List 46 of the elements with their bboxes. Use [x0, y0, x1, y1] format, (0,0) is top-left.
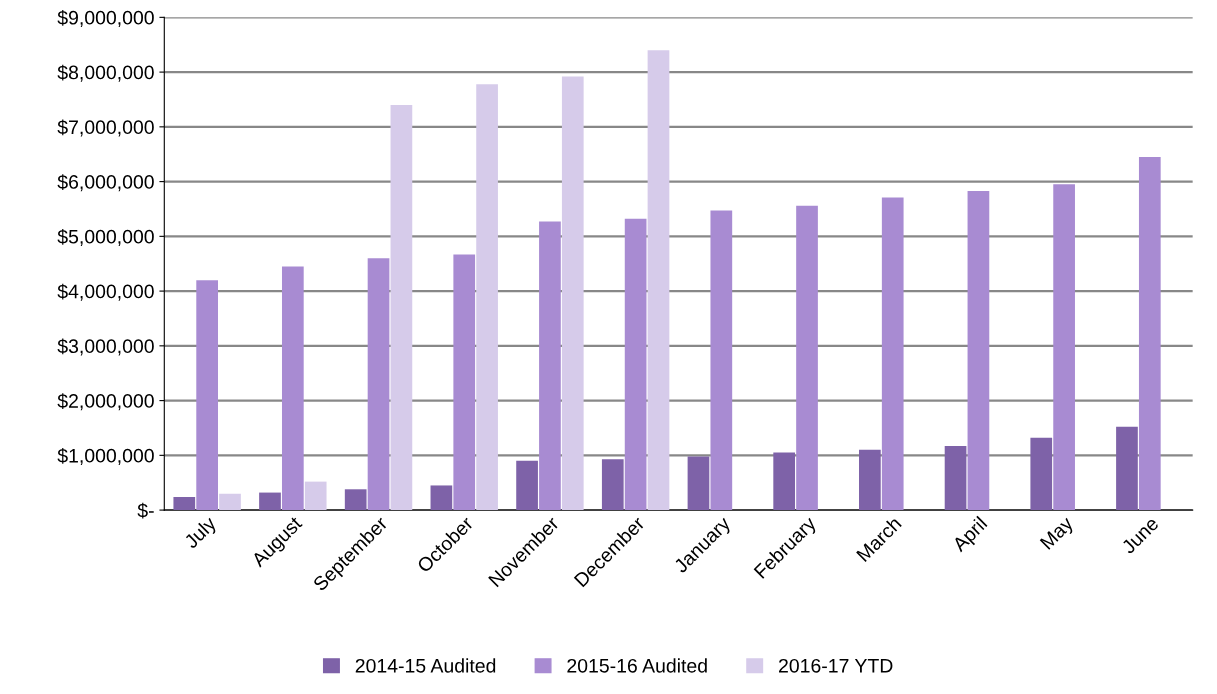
legend-label: 2016-17 YTD — [779, 658, 893, 673]
bar — [773, 452, 796, 511]
bar — [453, 254, 476, 511]
bar — [430, 485, 453, 511]
bar — [859, 449, 881, 511]
bar — [944, 446, 967, 511]
bar — [390, 104, 413, 511]
y-tick-label: $- — [137, 502, 154, 519]
y-tick-label: $6,000,000 — [57, 174, 154, 192]
bar — [624, 218, 647, 511]
bar — [687, 456, 710, 511]
bar — [796, 205, 818, 511]
y-tick-label: $8,000,000 — [57, 64, 154, 82]
y-tick-label: $3,000,000 — [57, 338, 154, 356]
bar — [601, 459, 624, 511]
bar — [710, 210, 733, 511]
bar — [561, 76, 584, 511]
bar — [344, 489, 367, 511]
x-tick-label: July — [182, 514, 220, 552]
legend-label: 2015-16 Audited — [567, 658, 707, 673]
bar — [881, 197, 904, 511]
y-tick-label: $5,000,000 — [57, 229, 154, 246]
x-tick-label: May — [1039, 515, 1077, 553]
bar — [647, 50, 670, 511]
y-tick-label: $9,000,000 — [57, 10, 154, 27]
bar — [304, 481, 327, 511]
bar — [1053, 184, 1075, 511]
y-tick-label: $4,000,000 — [57, 283, 154, 301]
y-tick-label: $2,000,000 — [57, 393, 154, 411]
bar — [1138, 156, 1161, 511]
bar — [1116, 426, 1138, 511]
legend-label: 2014-15 Audited — [355, 658, 496, 673]
y-tick-label: $7,000,000 — [57, 119, 154, 137]
bar — [281, 266, 304, 511]
bar — [967, 190, 990, 511]
bar — [219, 493, 241, 511]
bar — [476, 84, 498, 511]
bar — [173, 496, 196, 511]
y-tick-label: $1,000,000 — [57, 447, 154, 465]
bar — [1030, 437, 1053, 511]
bar — [259, 492, 281, 511]
bar — [516, 460, 538, 511]
bar — [367, 258, 390, 511]
x-tick-label: June — [1120, 516, 1160, 555]
bar — [196, 280, 218, 511]
bar — [539, 221, 561, 511]
